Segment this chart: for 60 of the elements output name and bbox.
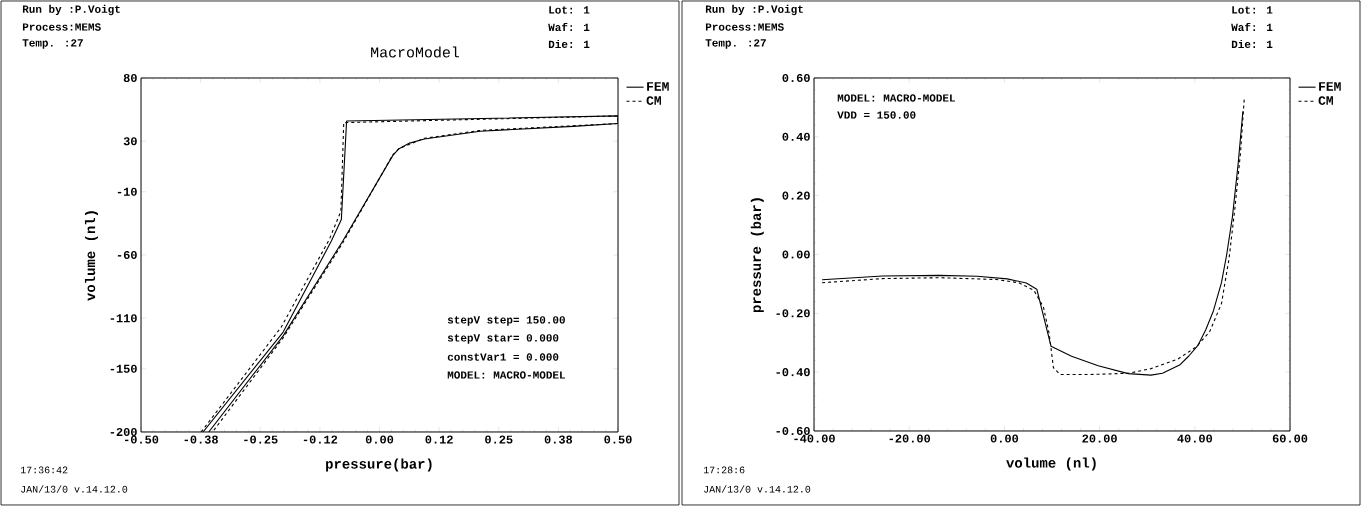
legend-label: FEM [1319, 82, 1341, 91]
legend-label: CM [646, 96, 661, 105]
x-tick-label: 60.00 [1272, 434, 1308, 443]
y-tick-label: -150 [110, 364, 137, 373]
y-tick-label: 30 [123, 137, 137, 146]
text: Temp. :27 [705, 39, 766, 49]
text: Process:MEMS [22, 23, 101, 31]
legend-label: FEM [647, 82, 669, 91]
y-tick-label: 0.40 [782, 132, 810, 141]
text: Waf: 1 [1231, 22, 1273, 32]
text: JAN/13/0 v.14.12.0 [704, 485, 811, 493]
text: Run by :P.Voigt [705, 4, 803, 16]
text: Lot: 1 [549, 6, 590, 14]
y-axis-title: volume (nl) [84, 211, 98, 301]
chart-title: MacroModel [371, 46, 460, 58]
y-tick-label: -60 [117, 250, 137, 260]
annotation: MODEL: MACRO-MODEL [837, 94, 955, 102]
x-tick-label: 20.00 [1082, 434, 1117, 443]
text: Process:MEMS [705, 23, 784, 31]
x-tick-label: -40.00 [794, 434, 835, 443]
x-tick-label: 0.38 [544, 435, 573, 444]
y-tick-label: 0.00 [782, 250, 810, 259]
x-tick-label: 0.00 [990, 434, 1019, 443]
text: JAN/13/0 v.14.12.0 [21, 485, 128, 493]
y-axis-title: pressure (bar) [750, 198, 764, 313]
annotation: VDD = 150.00 [837, 111, 916, 119]
x-tick-label: -20.00 [889, 434, 931, 443]
x-axis-title: volume (nl) [1006, 457, 1096, 471]
text: Die: 1 [548, 39, 590, 49]
y-tick-label: -10 [117, 187, 137, 196]
text: 17:36:42 [20, 466, 68, 474]
x-tick-label: 40.00 [1177, 434, 1213, 443]
y-tick-label: -200 [110, 427, 137, 437]
annotation: stepV star= 0.000 [447, 334, 559, 344]
x-tick-label: 0.00 [365, 435, 394, 444]
y-tick-label: 80 [123, 73, 137, 83]
annotation: MODEL: MACRO-MODEL [447, 371, 565, 379]
x-tick-label: -0.38 [184, 435, 218, 444]
y-tick-label: 0.60 [782, 73, 810, 83]
x-tick-label: 0.25 [485, 435, 513, 444]
x-tick-label: -0.25 [244, 435, 278, 444]
x-tick-label: -0.50 [124, 435, 159, 444]
y-tick-label: -0.60 [776, 426, 810, 436]
text: Die: 1 [1231, 39, 1273, 49]
annotation: stepV step= 150.00 [447, 316, 565, 326]
y-tick-label: 0.20 [782, 191, 810, 200]
text: 17:28:6 [703, 466, 745, 474]
legend-label: CM [1318, 96, 1333, 105]
x-axis-title: pressure(bar) [326, 458, 432, 472]
text: Waf: 1 [548, 22, 590, 32]
x-tick-label: 0.12 [425, 435, 453, 444]
x-tick-label: -0.12 [303, 435, 338, 444]
x-tick-label: 0.50 [604, 435, 632, 444]
y-tick-label: -0.40 [776, 368, 810, 377]
text: Lot: 1 [1232, 6, 1273, 14]
annotation: constVar1 = 0.000 [447, 353, 559, 361]
text: Temp. :27 [22, 39, 83, 49]
y-tick-label: -110 [110, 314, 137, 323]
text: Run by :P.Voigt [22, 4, 120, 16]
y-tick-label: -0.20 [776, 309, 810, 318]
